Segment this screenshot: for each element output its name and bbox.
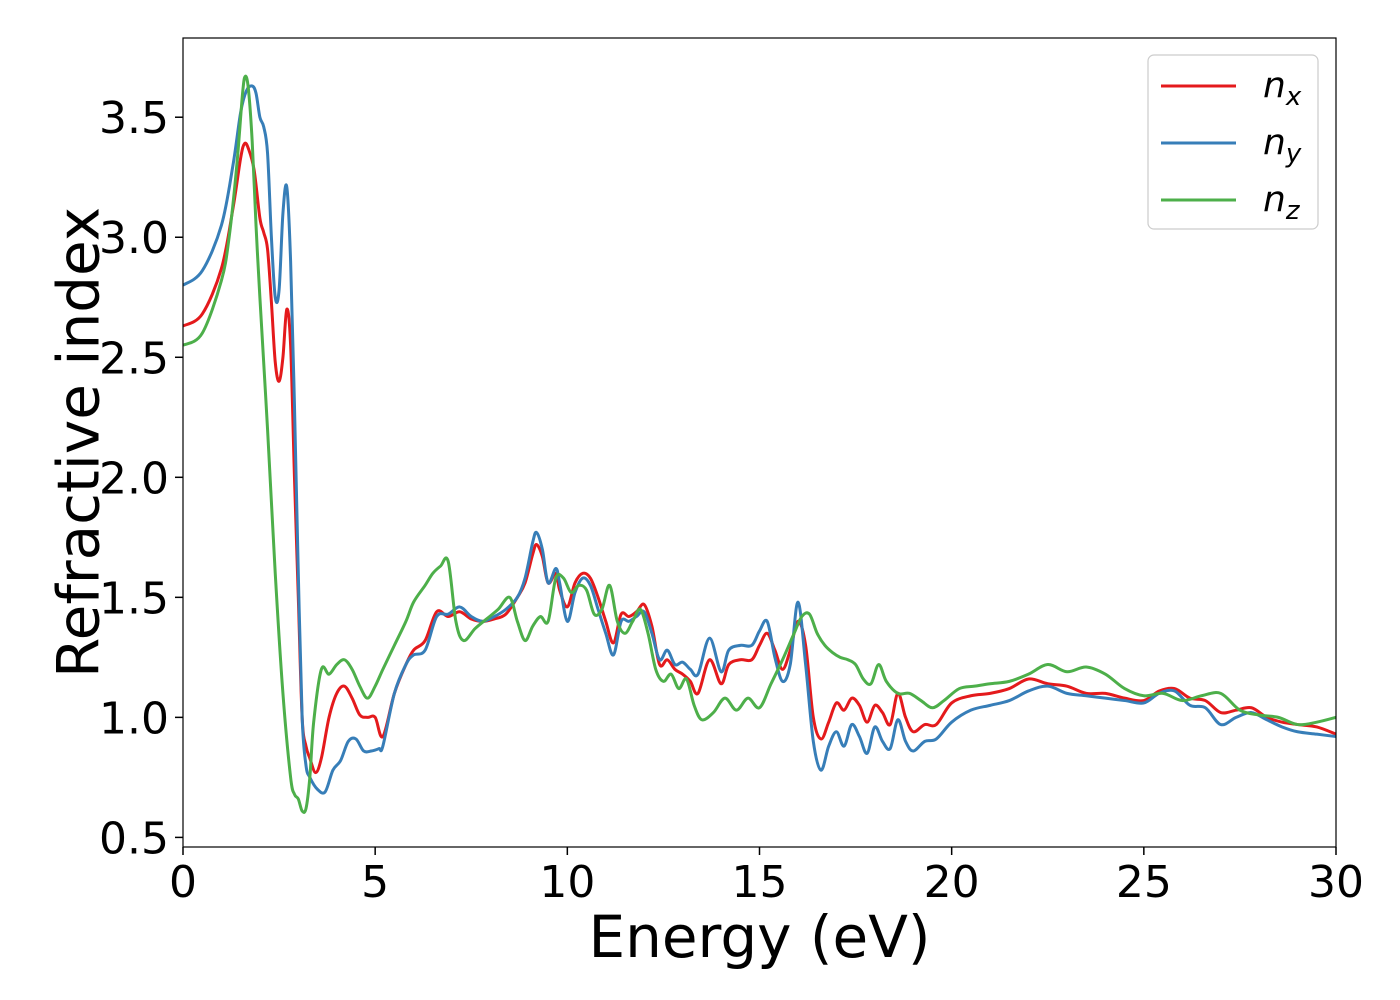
series-line-z <box>183 74 1336 814</box>
plot-lines <box>183 74 1336 814</box>
y-tick-label: 3.5 <box>99 93 169 144</box>
y-tick-label: 1.5 <box>99 573 169 624</box>
x-tick-label: 0 <box>169 857 197 908</box>
legend: nx ny nz <box>1147 54 1319 230</box>
series-line-y <box>183 84 1336 795</box>
y-axis-title: Refractive index <box>44 207 112 678</box>
x-tick-label: 30 <box>1308 857 1364 908</box>
x-axis-title: Energy (eV) <box>588 903 930 971</box>
legend-label-z: nz <box>1263 179 1301 226</box>
legend-label-x: nx <box>1263 65 1302 112</box>
x-tick-label: 25 <box>1116 857 1172 908</box>
axes: 0 5 10 15 20 25 30 0.5 1.0 1.5 2.0 2.5 3.0 3.5 <box>99 37 1364 908</box>
x-tick-label: 10 <box>539 857 595 908</box>
x-tick-label: 5 <box>361 857 389 908</box>
y-tick-label: 2.5 <box>99 333 169 384</box>
x-tick-label: 15 <box>732 857 788 908</box>
y-tick-label: 3.0 <box>99 213 169 264</box>
y-tick-label: 2.0 <box>99 453 169 504</box>
y-tick-label: 0.5 <box>99 813 169 864</box>
legend-label-y: ny <box>1263 122 1302 169</box>
y-tick-label: 1.0 <box>99 693 169 744</box>
x-tick-label: 20 <box>924 857 980 908</box>
